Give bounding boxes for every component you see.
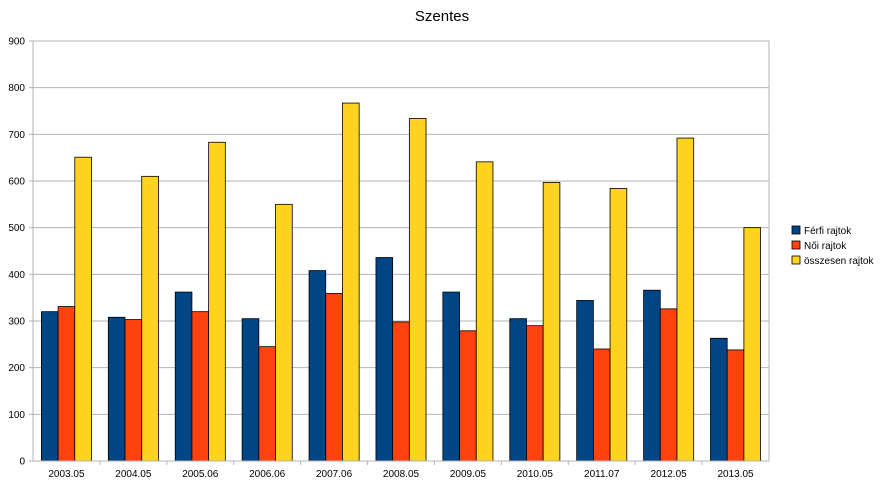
y-tick-label: 200 — [8, 363, 25, 374]
y-tick-label: 700 — [8, 130, 25, 141]
bar-1-2003.05 — [41, 311, 59, 462]
y-tick-label: 500 — [8, 223, 25, 234]
bar-2-2005.06 — [191, 311, 210, 462]
legend: Férfi rajtok Női rajtok összesen rajtok — [791, 225, 874, 267]
x-tick-label: 2012.05 — [651, 469, 688, 480]
x-tick-label: 2011.07 — [584, 469, 620, 480]
bar-3-2006.06 — [275, 203, 293, 462]
bar-3-2004.05 — [141, 175, 159, 462]
bar-2-2003.05 — [57, 306, 76, 462]
bar-1-2010.05 — [509, 318, 527, 462]
bar-2-2009.05 — [459, 330, 477, 462]
x-tick-label: 2007.06 — [316, 469, 353, 480]
y-axis-ticks: 0 100 200 300 400 500 600 700 800 900 — [8, 37, 33, 468]
x-tick-label: 2006.06 — [249, 469, 286, 480]
legend-label: Férfi rajtok — [804, 226, 852, 237]
y-tick-label: 600 — [8, 177, 25, 188]
x-axis-ticks: 2003.05 2004.05 2005.06 2006.06 2007.06 2008.… — [48, 461, 754, 480]
bar-2-2010.05 — [526, 325, 544, 462]
x-tick-label: 2009.05 — [450, 469, 487, 480]
bar-2-2007.06 — [325, 293, 343, 462]
bar-1-2005.06 — [174, 291, 193, 462]
bar-2-2011.07 — [592, 348, 611, 462]
bar-1-2007.06 — [308, 270, 327, 462]
bar-2-2004.05 — [124, 319, 143, 462]
bar-1-2013.05 — [710, 337, 728, 462]
y-tick-label: 900 — [8, 37, 25, 48]
bar-3-2012.05 — [676, 137, 695, 462]
bar-1-2009.05 — [442, 291, 460, 462]
bar-1-2006.06 — [241, 318, 260, 462]
bar-3-2013.05 — [743, 227, 761, 462]
axes — [32, 40, 770, 462]
legend-swatch — [791, 255, 801, 265]
x-tick-label: 2010.05 — [517, 469, 554, 480]
x-tick-label: 2005.06 — [182, 469, 219, 480]
bar-3-2011.07 — [609, 188, 628, 462]
y-tick-label: 100 — [8, 410, 25, 421]
y-tick-label: 300 — [8, 317, 25, 328]
x-tick-label: 2003.05 — [48, 469, 85, 480]
y-tick-label: 800 — [8, 83, 25, 94]
bar-1-2004.05 — [107, 316, 126, 462]
bar-2-2012.05 — [659, 308, 678, 462]
legend-swatch — [791, 240, 801, 250]
y-tick-label: 400 — [8, 270, 25, 281]
bar-2-2008.05 — [392, 321, 410, 462]
bar-1-2008.05 — [375, 257, 394, 462]
bar-3-2003.05 — [74, 156, 92, 462]
bars — [41, 102, 761, 462]
bar-3-2010.05 — [542, 181, 561, 462]
chart-title: Szentes — [415, 8, 469, 25]
bar-2-2006.06 — [258, 346, 276, 462]
bar-2-2013.05 — [726, 349, 745, 462]
bar-3-2008.05 — [408, 118, 427, 462]
legend-label: Női rajtok — [804, 241, 847, 252]
bar-1-2012.05 — [643, 289, 661, 462]
x-tick-label: 2013.05 — [717, 469, 754, 480]
bar-3-2007.06 — [342, 102, 360, 462]
bar-3-2005.06 — [208, 141, 226, 462]
bar-3-2009.05 — [475, 161, 494, 462]
bar-1-2011.07 — [576, 300, 594, 462]
plot-frame — [32, 40, 770, 462]
x-tick-label: 2004.05 — [115, 469, 152, 480]
y-tick-label: 0 — [19, 457, 25, 468]
x-tick-label: 2008.05 — [383, 469, 420, 480]
legend-swatch — [791, 225, 801, 235]
legend-label: összesen rajtok — [804, 256, 874, 267]
